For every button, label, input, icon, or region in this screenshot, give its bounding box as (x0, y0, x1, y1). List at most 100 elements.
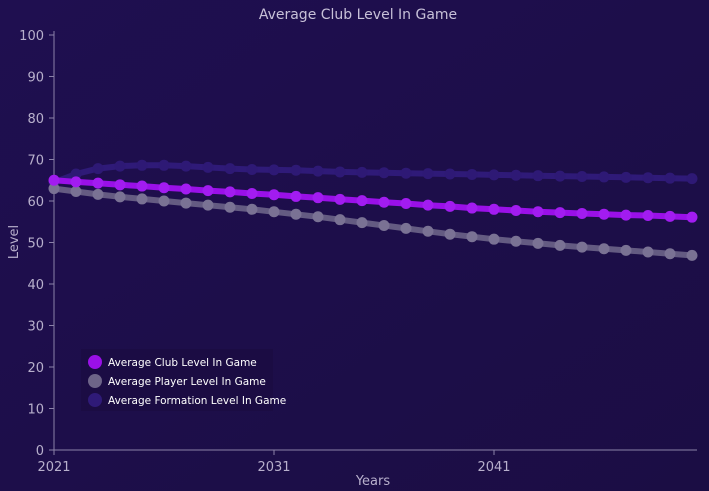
data-point[interactable] (312, 211, 324, 223)
data-point[interactable] (576, 171, 588, 183)
data-point[interactable] (510, 169, 522, 181)
data-point[interactable] (466, 168, 478, 180)
data-point[interactable] (554, 207, 566, 219)
data-point[interactable] (664, 248, 676, 260)
data-point[interactable] (422, 168, 434, 180)
data-point[interactable] (202, 199, 214, 211)
data-point[interactable] (246, 188, 258, 200)
data-point[interactable] (532, 237, 544, 249)
y-axis-title: Level (7, 225, 22, 259)
data-point[interactable] (224, 163, 236, 175)
data-point[interactable] (488, 233, 500, 245)
legend-label[interactable]: Average Formation Level In Game (108, 395, 286, 407)
y-tick-label: 70 (27, 154, 44, 169)
data-point[interactable] (378, 219, 390, 231)
data-point[interactable] (268, 189, 280, 201)
data-point[interactable] (422, 199, 434, 211)
legend-label[interactable]: Average Club Level In Game (108, 357, 257, 369)
data-point[interactable] (202, 185, 214, 197)
data-point[interactable] (70, 168, 82, 180)
data-point[interactable] (334, 193, 346, 205)
data-point[interactable] (70, 176, 82, 188)
legend-swatch[interactable] (88, 355, 102, 369)
data-point[interactable] (92, 177, 104, 189)
data-point[interactable] (290, 164, 302, 176)
data-point[interactable] (136, 180, 148, 192)
data-point[interactable] (642, 246, 654, 258)
data-point[interactable] (180, 183, 192, 195)
data-point[interactable] (48, 174, 60, 186)
data-point[interactable] (356, 195, 368, 207)
data-point[interactable] (444, 168, 456, 180)
data-point[interactable] (202, 161, 214, 173)
data-point[interactable] (400, 167, 412, 179)
data-point[interactable] (224, 186, 236, 198)
data-point[interactable] (334, 166, 346, 178)
data-point[interactable] (136, 193, 148, 205)
data-point[interactable] (422, 225, 434, 237)
data-point[interactable] (664, 210, 676, 222)
data-point[interactable] (70, 185, 82, 197)
data-point[interactable] (312, 192, 324, 204)
data-point[interactable] (114, 179, 126, 191)
data-point[interactable] (378, 196, 390, 208)
data-point[interactable] (158, 159, 170, 171)
data-point[interactable] (466, 202, 478, 214)
data-point[interactable] (136, 159, 148, 171)
data-point[interactable] (488, 203, 500, 215)
data-point[interactable] (378, 167, 390, 179)
data-point[interactable] (92, 163, 104, 175)
data-point[interactable] (92, 188, 104, 200)
data-point[interactable] (620, 244, 632, 256)
data-point[interactable] (158, 195, 170, 207)
y-tick-label: 10 (27, 403, 44, 418)
data-point[interactable] (290, 190, 302, 202)
data-point[interactable] (246, 163, 258, 175)
data-point[interactable] (444, 200, 456, 212)
data-point[interactable] (356, 166, 368, 178)
data-point[interactable] (246, 203, 258, 215)
data-point[interactable] (356, 217, 368, 229)
data-point[interactable] (686, 173, 698, 185)
data-point[interactable] (48, 183, 60, 195)
data-point[interactable] (664, 172, 676, 184)
data-point[interactable] (466, 231, 478, 243)
data-point[interactable] (400, 197, 412, 209)
data-point[interactable] (180, 197, 192, 209)
data-point[interactable] (268, 206, 280, 218)
x-axis-title: Years (355, 474, 391, 489)
legend-label[interactable]: Average Player Level In Game (108, 376, 266, 388)
data-point[interactable] (444, 228, 456, 240)
data-point[interactable] (334, 214, 346, 226)
data-point[interactable] (620, 209, 632, 221)
data-point[interactable] (686, 211, 698, 223)
x-tick-label: 2031 (257, 460, 290, 475)
legend-swatch[interactable] (88, 374, 102, 388)
data-point[interactable] (686, 249, 698, 261)
data-point[interactable] (642, 172, 654, 184)
data-point[interactable] (598, 208, 610, 220)
data-point[interactable] (576, 241, 588, 253)
data-point[interactable] (400, 222, 412, 234)
data-point[interactable] (620, 171, 632, 183)
data-point[interactable] (532, 170, 544, 182)
data-point[interactable] (224, 201, 236, 213)
data-point[interactable] (488, 169, 500, 181)
data-point[interactable] (554, 170, 566, 182)
data-point[interactable] (312, 165, 324, 177)
data-point[interactable] (576, 207, 588, 219)
data-point[interactable] (532, 206, 544, 218)
data-point[interactable] (598, 243, 610, 255)
data-point[interactable] (554, 239, 566, 251)
data-point[interactable] (290, 208, 302, 220)
legend-swatch[interactable] (88, 393, 102, 407)
data-point[interactable] (158, 182, 170, 194)
data-point[interactable] (598, 171, 610, 183)
data-point[interactable] (510, 235, 522, 247)
data-point[interactable] (114, 160, 126, 172)
data-point[interactable] (180, 160, 192, 172)
data-point[interactable] (510, 205, 522, 217)
data-point[interactable] (268, 164, 280, 176)
data-point[interactable] (642, 210, 654, 222)
data-point[interactable] (114, 191, 126, 203)
